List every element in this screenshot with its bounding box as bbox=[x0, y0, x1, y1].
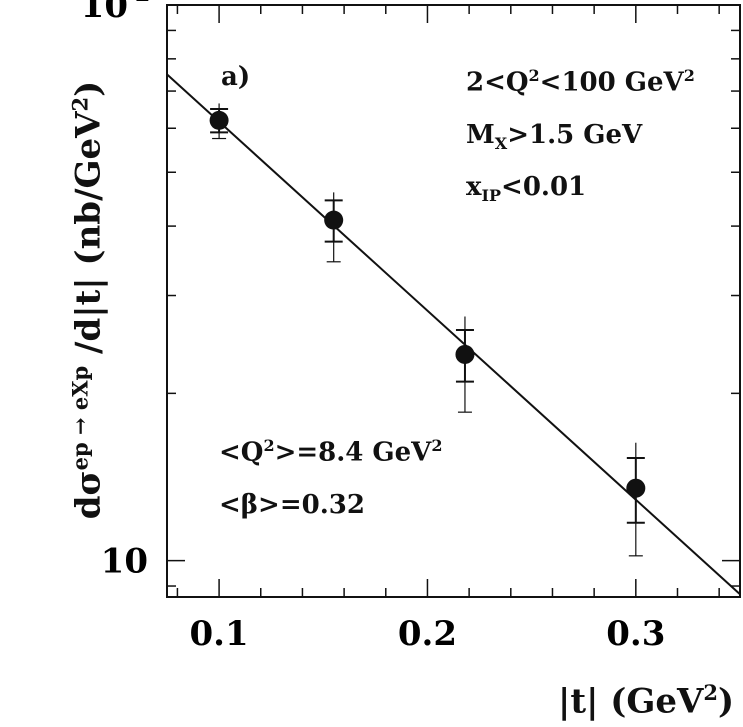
q2-range-post: <100 GeV bbox=[540, 68, 684, 98]
q2-mean-sup2: 2 bbox=[431, 436, 442, 455]
data-point-group bbox=[210, 103, 229, 138]
data-point-group bbox=[626, 443, 645, 556]
xip-cut-sub: IP bbox=[482, 186, 502, 205]
ylabel-sup2: 2 bbox=[67, 97, 92, 112]
x-axis-label: |t| (GeV2) bbox=[558, 680, 734, 721]
q2-range-annotation: 2<Q2<100 GeV2 bbox=[466, 66, 695, 98]
y-tick-label: 10 bbox=[101, 542, 148, 582]
q2-mean-sup: 2 bbox=[263, 436, 274, 455]
xip-cut-annotation: xIP<0.01 bbox=[466, 172, 586, 205]
y-tick-label: 10 bbox=[81, 0, 128, 26]
ylabel-pre: dσ bbox=[69, 470, 109, 519]
x-tick-label: 0.3 bbox=[606, 614, 665, 654]
ylabel-post: ) bbox=[69, 81, 109, 97]
mx-cut-post: >1.5 GeV bbox=[507, 120, 642, 150]
q2-mean-annotation: <Q2>=8.4 GeV2 bbox=[219, 436, 443, 468]
q2-mean-post: >=8.4 GeV bbox=[275, 438, 432, 468]
xlabel-post: ) bbox=[718, 681, 734, 721]
mx-cut-pre: M bbox=[466, 120, 495, 150]
q2-range-sup2: 2 bbox=[684, 66, 695, 85]
y-axis-label: dσep → eXp /d|t| (nb/GeV2) bbox=[67, 81, 108, 520]
data-point-group bbox=[324, 192, 343, 261]
y-tick-label-exponent: 2 bbox=[135, 0, 150, 7]
beta-mean-annotation: <β>=0.32 bbox=[219, 490, 365, 520]
mx-cut-sub: X bbox=[495, 134, 507, 153]
q2-mean-pre: <Q bbox=[219, 438, 263, 468]
data-point bbox=[455, 345, 474, 364]
mx-cut-annotation: MX>1.5 GeV bbox=[466, 120, 642, 153]
xip-cut-pre: x bbox=[466, 172, 482, 202]
tick-labels: 0.1 0.2 0.3 10 2 10 bbox=[81, 0, 666, 654]
xip-cut-post: <0.01 bbox=[501, 172, 586, 202]
data-point-group bbox=[455, 317, 474, 413]
ylabel-sup: ep → eXp bbox=[67, 366, 92, 471]
data-point bbox=[324, 211, 343, 230]
xlabel-pre: |t| (GeV bbox=[558, 681, 703, 721]
ylabel-mid: /d|t| (nb/GeV bbox=[69, 111, 109, 365]
q2-range-pre: 2<Q bbox=[466, 68, 529, 98]
x-tick-label: 0.1 bbox=[190, 614, 249, 654]
q2-range-sup: 2 bbox=[529, 66, 540, 85]
x-tick-label: 0.2 bbox=[398, 614, 457, 654]
xlabel-sup: 2 bbox=[703, 680, 718, 705]
data-point bbox=[210, 111, 229, 130]
data-point bbox=[626, 479, 645, 498]
panel-label: a) bbox=[221, 62, 250, 92]
